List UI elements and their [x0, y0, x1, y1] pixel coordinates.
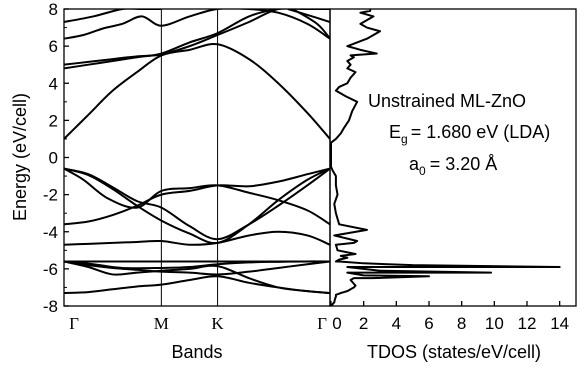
y-tick-label: -4 [43, 223, 58, 242]
band-line [64, 167, 330, 226]
y-tick-label: -6 [43, 260, 58, 279]
tdos-x-tick-label: 6 [424, 314, 433, 333]
kpoint-label: Γ [317, 314, 327, 333]
tdos-x-tick-label: 14 [550, 314, 569, 333]
y-axis-ticks: -8 -6 -4 -2 0 2 4 6 8 [43, 0, 69, 316]
y-axis-label: Energy (eV/cell) [10, 93, 30, 221]
kpoint-label: K [211, 314, 224, 333]
tdos-x-axis-ticks: 0 2 4 6 8 10 12 14 [330, 301, 569, 333]
band-line [287, 9, 330, 23]
band-line [64, 167, 330, 245]
band-line [292, 9, 330, 40]
tdos-x-tick-label: 0 [332, 314, 341, 333]
tdos-x-tick-label: 10 [485, 314, 504, 333]
band-line [64, 260, 330, 295]
band-line [64, 9, 330, 70]
tdos-x-axis-label: TDOS (states/eV/cell) [367, 342, 541, 362]
y-tick-label: 6 [49, 37, 58, 56]
gap-subscript: g [401, 132, 408, 146]
band-line [64, 167, 330, 226]
annotation-gap: Eg = 1.680 eV (LDA) [389, 122, 550, 146]
band-line [64, 230, 330, 246]
band-line [64, 9, 162, 23]
band-line [64, 42, 330, 140]
y-tick-label: 8 [49, 0, 58, 19]
band-line [64, 260, 330, 270]
y-tick-label: -8 [43, 297, 58, 316]
annotation-title: Unstrained ML-ZnO [368, 91, 526, 111]
band-line [64, 9, 330, 66]
lattice-subscript: 0 [419, 164, 426, 178]
y-tick-label: 2 [49, 111, 58, 130]
kpoint-label: M [154, 314, 169, 333]
band-x-axis-label: Bands [171, 342, 222, 362]
tdos-line [330, 9, 561, 307]
tdos-x-tick-label: 8 [457, 314, 466, 333]
band-line [64, 167, 330, 241]
tdos-curve [330, 9, 561, 307]
annotation-lattice: a0 = 3.20 Å [409, 154, 497, 178]
tdos-x-tick-label: 4 [392, 314, 401, 333]
tdos-x-tick-label: 2 [359, 314, 368, 333]
gap-value: = 1.680 eV (LDA) [411, 122, 551, 142]
lattice-value: = 3.20 Å [430, 154, 498, 174]
tdos-x-tick-label: 12 [518, 314, 537, 333]
band-line [64, 260, 330, 276]
band-lines [64, 9, 330, 295]
kpoint-lines [160, 9, 219, 306]
y-tick-label: -2 [43, 186, 58, 205]
y-tick-label: 0 [49, 149, 58, 168]
band-line [64, 9, 330, 40]
band-line [64, 275, 330, 295]
y-tick-label: 4 [49, 74, 58, 93]
lattice-symbol: a [409, 154, 420, 174]
gap-symbol: E [389, 122, 401, 142]
kpoint-label: Γ [69, 314, 79, 333]
